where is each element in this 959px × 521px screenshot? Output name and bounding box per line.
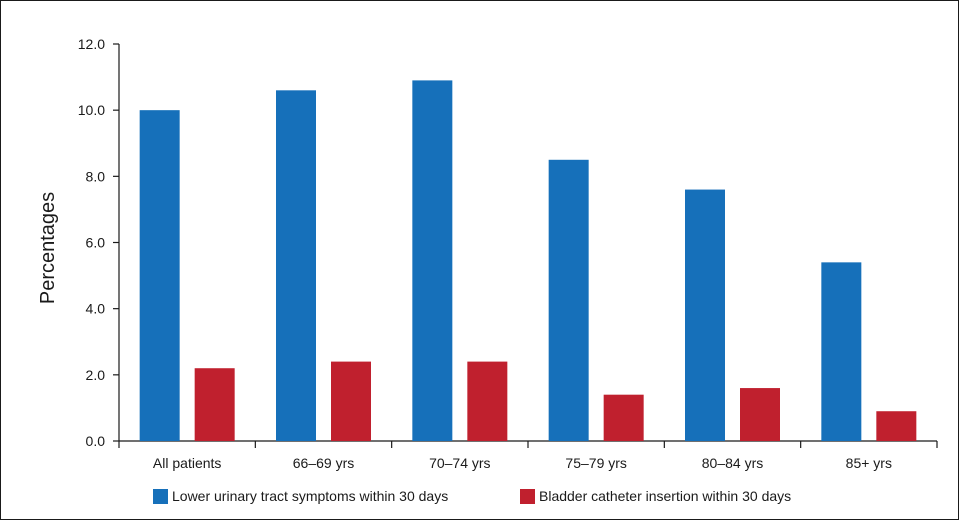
legend: Lower urinary tract symptoms within 30 d…: [153, 488, 791, 504]
x-tick-label: 70–74 yrs: [429, 455, 490, 471]
legend-label-lower-urinary: Lower urinary tract symptoms within 30 d…: [172, 488, 448, 504]
lower-urinary-bar: [685, 189, 725, 441]
bladder-catheter-bar: [603, 394, 644, 441]
legend-label-bladder-catheter: Bladder catheter insertion within 30 day…: [539, 488, 791, 504]
x-tick-label: 80–84 yrs: [702, 455, 763, 471]
y-tick-label: 4.0: [86, 301, 106, 317]
x-axis: All patients 66–69 yrs 70–74 yrs 75–79 yrs 8…: [118, 440, 938, 471]
bladder-catheter-bar: [467, 361, 508, 441]
y-tick-label: 6.0: [86, 235, 106, 251]
lower-urinary-bar: [139, 110, 180, 442]
bladder-catheter-bar: [740, 388, 780, 441]
legend-swatch-bladder-catheter: [520, 489, 535, 504]
bladder-catheter-bar: [331, 361, 371, 441]
bars: [139, 80, 917, 442]
lower-urinary-bar: [548, 159, 589, 441]
y-tick-label: 8.0: [86, 168, 106, 184]
y-axis-title: Percentages: [37, 192, 59, 304]
x-tick-label: 85+ yrs: [846, 455, 892, 471]
y-axis: 0.0 2.0 4.0 6.0 8.0 10.0 12.0: [78, 36, 120, 449]
y-tick-label: 10.0: [78, 102, 105, 118]
y-tick-label: 0.0: [86, 433, 106, 449]
y-tick-label: 2.0: [86, 367, 106, 383]
bladder-catheter-bar: [194, 368, 235, 441]
legend-swatch-lower-urinary: [153, 489, 168, 504]
lower-urinary-bar: [276, 90, 316, 442]
x-tick-label: All patients: [153, 455, 221, 471]
lower-urinary-bar: [412, 80, 453, 442]
lower-urinary-bar: [821, 262, 862, 441]
x-tick-label: 66–69 yrs: [293, 455, 354, 471]
y-tick-label: 12.0: [78, 36, 105, 52]
bladder-catheter-bar: [876, 411, 917, 441]
x-tick-label: 75–79 yrs: [565, 455, 626, 471]
